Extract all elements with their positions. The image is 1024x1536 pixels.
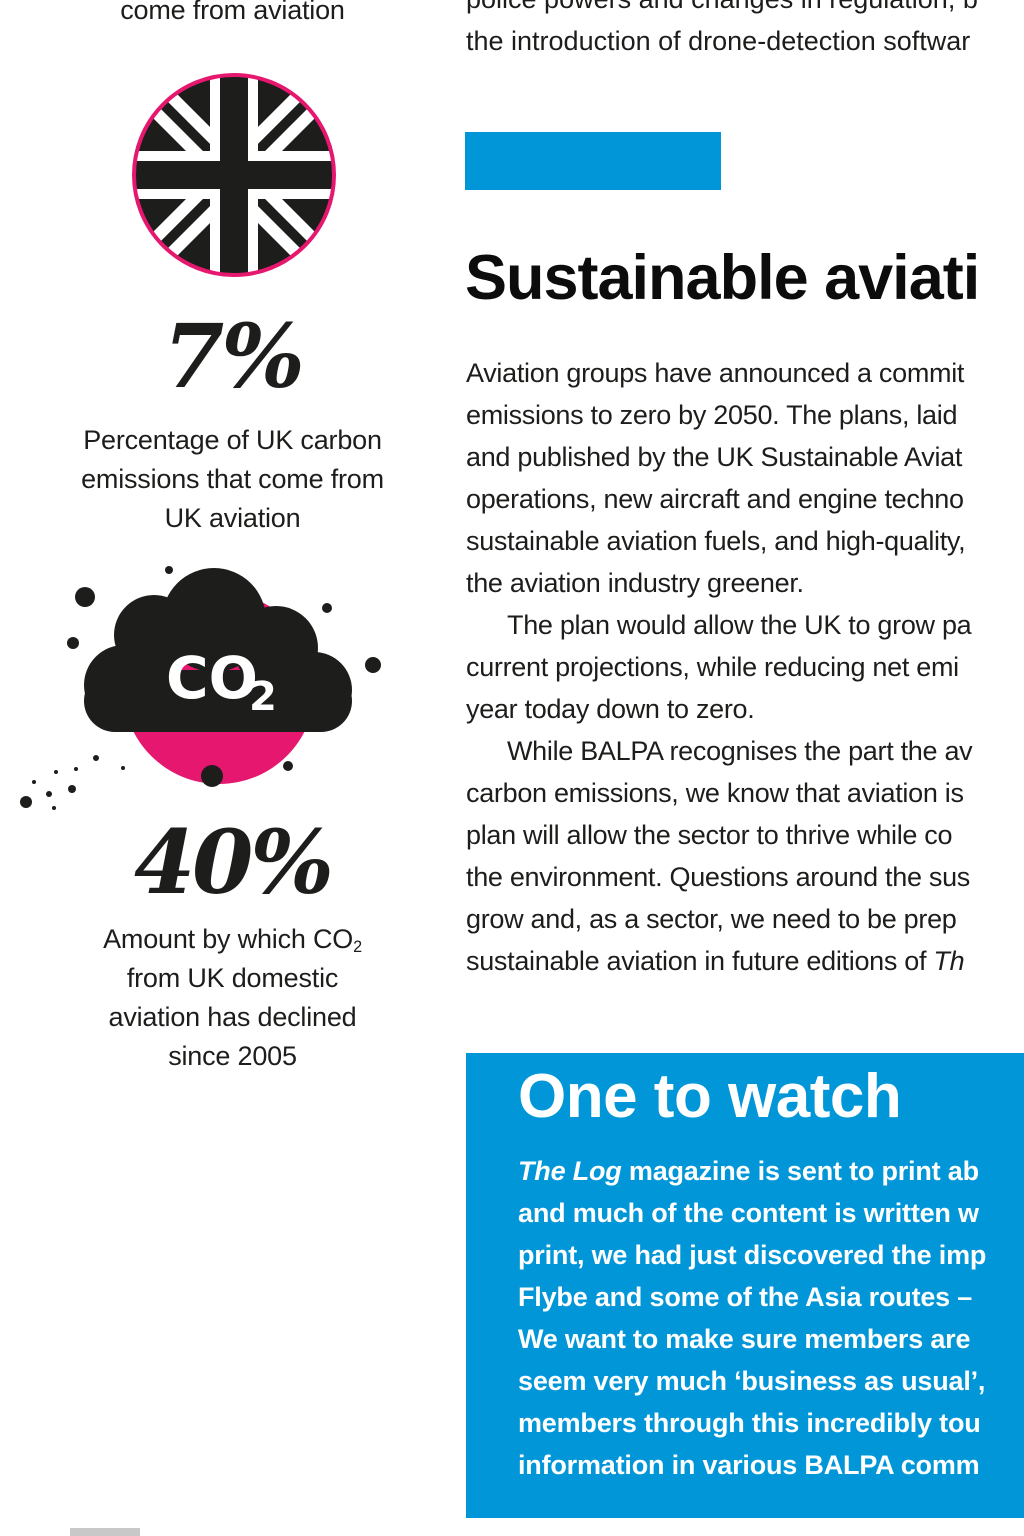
text-line: current projections, while reducing net … xyxy=(466,652,959,682)
continued-article-text: police powers and changes in regulation,… xyxy=(466,0,1024,62)
co2-cloud-icon: CO 2 xyxy=(20,566,381,810)
stat1-caption-line: emissions that come from xyxy=(81,464,384,494)
watch-body: The Log magazine is sent to print ab and… xyxy=(518,1150,1024,1486)
text-line: The Log magazine is sent to print ab xyxy=(518,1150,1024,1192)
watch-title: One to watch xyxy=(518,1062,902,1131)
text-line: carbon emissions, we know that aviation … xyxy=(466,778,964,808)
stat-7-percent: 7% xyxy=(163,304,305,408)
text-line-part: magazine is sent to print ab xyxy=(621,1156,979,1186)
text-line: seem very much ‘business as usual’, xyxy=(518,1366,986,1396)
co2-icon-text: CO xyxy=(166,644,258,712)
italic-text: The Log xyxy=(518,1156,622,1186)
text-line: Aviation groups have announced a commit xyxy=(466,358,965,388)
text-line: the environment. Questions around the su… xyxy=(466,862,971,892)
text-line: and much of the content is written w xyxy=(518,1198,979,1228)
union-jack-icon xyxy=(132,73,336,277)
text-line-part: sustainable aviation in future editions … xyxy=(466,946,934,976)
text-line: the introduction of drone-detection soft… xyxy=(466,26,971,56)
text-line: We want to make sure members are xyxy=(518,1324,971,1354)
text-line: sustainable aviation in future editions … xyxy=(466,940,1024,982)
stat2-caption-line: aviation has declined xyxy=(108,1002,357,1032)
text-line: members through this incredibly tou xyxy=(518,1408,981,1438)
text-line: sustainable aviation fuels, and high-qua… xyxy=(466,526,966,556)
stat2-caption-sub: 2 xyxy=(353,938,362,956)
stat2-caption-pre: Amount by which CO xyxy=(103,924,354,954)
stat-40-percent: 40% xyxy=(133,810,334,914)
page-footer-tab xyxy=(70,1528,140,1536)
text-line: information in various BALPA comm xyxy=(518,1450,980,1480)
text-line: While BALPA recognises the part the av xyxy=(507,736,973,766)
article-body: Aviation groups have announced a commit … xyxy=(466,352,1024,982)
text-line: operations, new aircraft and engine tech… xyxy=(466,484,964,514)
text-line: The plan would allow the UK to grow pa xyxy=(507,610,972,640)
text-line: the aviation industry greener. xyxy=(466,568,804,598)
stat2-caption-line: since 2005 xyxy=(168,1041,297,1071)
section-heading: Sustainable aviati xyxy=(465,243,980,313)
text-line: year today down to zero. xyxy=(466,694,755,724)
stat2-caption-line: Amount by which CO2 xyxy=(40,920,425,959)
top-caption-text: come from aviation xyxy=(120,0,345,25)
top-stat-caption: come from aviation xyxy=(40,0,425,30)
text-line: print, we had just discovered the imp xyxy=(518,1240,987,1270)
text-line: police powers and changes in regulation,… xyxy=(466,0,1024,20)
text-line: plan will allow the sector to thrive whi… xyxy=(466,820,953,850)
text-line: and published by the UK Sustainable Avia… xyxy=(466,442,963,472)
text-line: emissions to zero by 2050. The plans, la… xyxy=(466,400,958,430)
stat2-caption-line: from UK domestic xyxy=(126,963,339,993)
text-line: Flybe and some of the Asia routes – xyxy=(518,1282,973,1312)
section-accent-bar xyxy=(465,132,721,190)
one-to-watch-box: One to watch The Log magazine is sent to… xyxy=(466,1053,1024,1518)
italic-text: Th xyxy=(933,946,965,976)
stat2-caption: Amount by which CO2 from UK domestic avi… xyxy=(40,920,425,1076)
stat1-caption-line: Percentage of UK carbon xyxy=(83,425,382,455)
stat1-caption-line: UK aviation xyxy=(164,503,301,533)
text-line: grow and, as a sector, we need to be pre… xyxy=(466,904,957,934)
stat1-caption: Percentage of UK carbon emissions that c… xyxy=(40,421,425,538)
co2-icon-sub: 2 xyxy=(249,674,277,720)
